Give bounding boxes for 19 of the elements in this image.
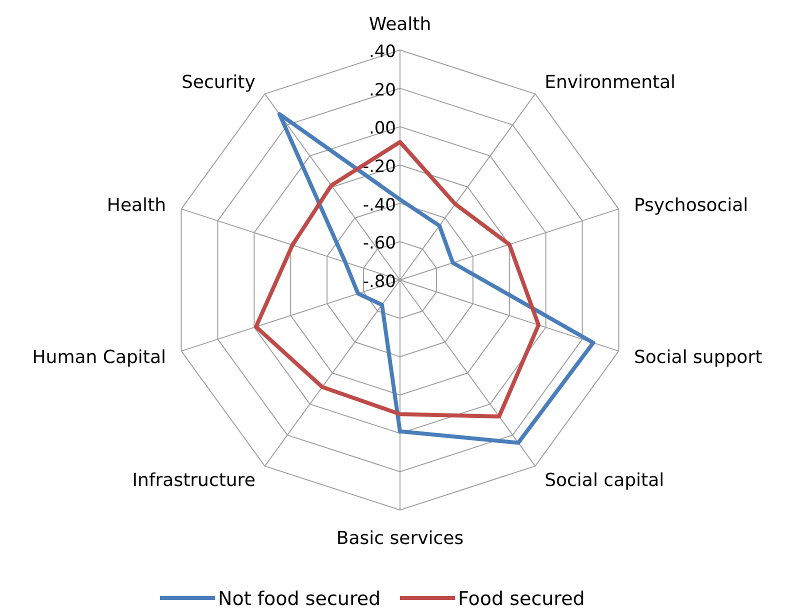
- y-tick-label: .40: [368, 42, 396, 62]
- spoke-label: Security: [181, 72, 256, 93]
- spoke-label: Social support: [634, 347, 762, 368]
- spoke-label: Infrastructure: [132, 470, 256, 492]
- spoke-label: Wealth: [368, 14, 432, 35]
- y-tick-label: -.20: [362, 157, 396, 177]
- y-tick-label: .00: [368, 118, 396, 139]
- spoke-label: Social capital: [544, 470, 664, 492]
- legend-label: Not food secured: [218, 588, 381, 610]
- spoke-label: Basic services: [336, 528, 464, 549]
- y-tick-label: -.60: [362, 234, 396, 254]
- spoke-label: Health: [106, 194, 166, 216]
- spoke-label: Human Capital: [32, 347, 166, 368]
- y-tick-label: .20: [368, 80, 396, 100]
- spoke-label: Psychosocial: [634, 194, 748, 216]
- y-tick-label: -.80: [362, 272, 396, 292]
- y-tick-label: -.40: [362, 195, 396, 216]
- spoke-label: Environmental: [544, 72, 676, 93]
- legend-label: Food secured: [458, 588, 585, 610]
